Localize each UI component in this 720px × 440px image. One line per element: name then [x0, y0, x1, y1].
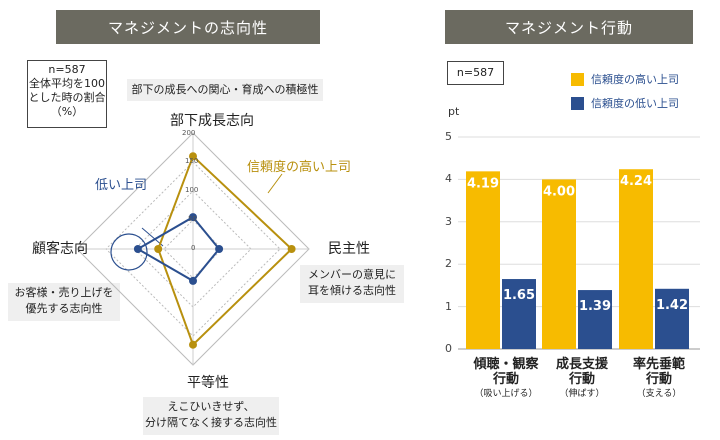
- category-label: 成長支援 行動 （伸ばす）: [540, 357, 624, 401]
- axis-label-growth: 部下成長志向: [170, 113, 254, 129]
- y-tick-label: 3: [445, 214, 452, 228]
- category-label: 率先垂範 行動 （支える）: [617, 357, 701, 401]
- radar-chart-title: マネジメントの志向性: [56, 10, 320, 44]
- data-label: 1.65: [503, 288, 535, 303]
- radar-point: [133, 245, 142, 253]
- radar-tick-label: 50: [188, 215, 197, 223]
- radar-grid-ring: [163, 219, 223, 279]
- axis-label-democracy: 民主性: [328, 241, 370, 257]
- y-tick-label: 2: [445, 257, 452, 271]
- series-label-low: 低い上司: [95, 178, 148, 193]
- axis-desc-line: 優先する志向性: [25, 302, 103, 315]
- category-line: 行動: [492, 372, 519, 387]
- highlight-circle: [110, 233, 148, 271]
- data-label: 4.00: [543, 184, 575, 199]
- radar-point: [287, 245, 296, 253]
- legend-swatch: [571, 72, 584, 86]
- legend-item-low: 信頼度の低い上司: [571, 95, 679, 111]
- category-sub: （吸い上げる）: [474, 389, 538, 399]
- radar-chart: [76, 132, 310, 366]
- radar-note-line: とした時の割合: [28, 91, 106, 104]
- data-label: 4.19: [467, 176, 499, 191]
- series-leader-line: [267, 173, 283, 194]
- axis-desc-line: メンバーの意見に: [308, 268, 396, 281]
- bar-chart-title: マネジメント行動: [445, 10, 693, 44]
- data-label: 1.42: [656, 298, 688, 313]
- bar: [502, 279, 536, 349]
- y-tick-label: 5: [445, 130, 452, 143]
- radar-tick-label: 200: [182, 129, 196, 137]
- axis-desc-line: えこひいきせず、: [167, 400, 255, 413]
- legend-swatch: [571, 96, 584, 110]
- data-label: 1.39: [579, 299, 611, 314]
- bar-note: n=587: [447, 61, 504, 85]
- radar-point: [189, 276, 197, 285]
- legend-label: 信頼度の高い上司: [591, 73, 679, 86]
- radar-note-line: n=587: [48, 63, 86, 76]
- category-line: 行動: [645, 372, 672, 387]
- radar-point: [215, 245, 224, 253]
- axis-desc-customer: お客様・売り上げを 優先する志向性: [8, 283, 120, 321]
- series-label-high: 信頼度の高い上司: [247, 160, 352, 175]
- bar: [619, 169, 653, 349]
- radar-note: n=587 全体平均を100 とした時の割合 （%）: [27, 60, 107, 128]
- category-line: 行動: [568, 372, 595, 387]
- radar-point: [189, 213, 197, 222]
- radar-tick-label: 150: [185, 157, 199, 165]
- bar-chart: 4.19 4.00 4.24 1.65 1.39 1.42: [458, 136, 700, 350]
- category-line: 率先垂範: [632, 357, 685, 372]
- axis-desc-growth: 部下の成長への関心・育成への積極性: [127, 79, 323, 101]
- legend-label: 信頼度の低い上司: [591, 97, 679, 110]
- axis-desc-equality: えこひいきせず、 分け隔てなく接する志向性: [143, 397, 279, 435]
- y-axis-unit: pt: [448, 105, 460, 118]
- y-tick-label: 4: [445, 172, 452, 186]
- bar: [466, 171, 500, 349]
- category-sub: （伸ばす）: [559, 389, 605, 399]
- radar-tick-label: 100: [185, 186, 199, 194]
- category-line: 成長支援: [555, 357, 608, 372]
- radar-note-line: 全体平均を100: [29, 77, 105, 90]
- legend-item-high: 信頼度の高い上司: [571, 71, 679, 87]
- radar-point: [189, 340, 197, 349]
- axis-desc-democracy: メンバーの意見に 耳を傾ける志向性: [300, 265, 404, 303]
- bar: [542, 179, 576, 349]
- category-label: 傾聴・観察 行動 （吸い上げる）: [464, 357, 548, 401]
- axis-label-customer: 顧客志向: [32, 241, 88, 257]
- axis-desc-line: お客様・売り上げを: [14, 286, 114, 299]
- bar: [578, 290, 612, 349]
- axis-label-equality: 平等性: [187, 375, 229, 391]
- category-sub: （支える）: [636, 389, 682, 399]
- radar-tick-label: 0: [191, 244, 196, 252]
- y-tick-label: 0: [445, 342, 452, 355]
- data-label: 4.24: [620, 174, 652, 189]
- axis-desc-line: 分け隔てなく接する志向性: [145, 416, 277, 429]
- radar-point: [154, 245, 163, 253]
- y-tick-label: 1: [445, 299, 452, 313]
- category-line: 傾聴・観察: [473, 357, 539, 372]
- radar-point: [189, 152, 197, 161]
- radar-note-line: （%）: [50, 105, 84, 118]
- radar-series-line: [157, 154, 294, 347]
- bar: [655, 288, 689, 349]
- axis-desc-line: 耳を傾ける志向性: [308, 284, 396, 297]
